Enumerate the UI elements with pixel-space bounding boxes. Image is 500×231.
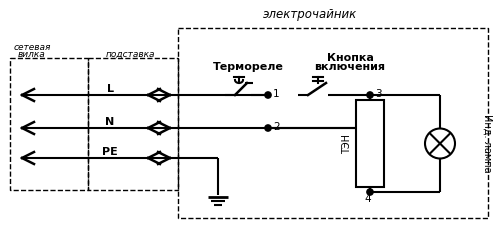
Text: L: L [106,84,114,94]
Text: 2: 2 [273,122,280,132]
Text: PE: PE [102,147,118,157]
Text: 3: 3 [375,89,382,99]
Bar [10,58,88,190]
Text: вилка: вилка [18,50,46,59]
Text: сетевая: сетевая [14,43,51,52]
Text: 1: 1 [273,89,280,99]
Bar [356,100,384,187]
Bar [178,28,488,218]
Circle shape [367,189,373,195]
Circle shape [367,92,373,98]
Text: 4: 4 [364,194,372,204]
Circle shape [265,92,271,98]
Text: N: N [106,117,114,127]
Text: Инд. лампа: Инд. лампа [482,114,492,173]
Text: ТЭН: ТЭН [342,134,352,154]
Bar [88,58,178,190]
Circle shape [425,128,455,158]
Text: подставка: подставка [105,50,155,59]
Text: Кнопка: Кнопка [326,53,374,63]
Text: Термореле: Термореле [212,62,284,72]
Text: электрочайник: электрочайник [263,8,357,21]
Circle shape [265,125,271,131]
Text: включения: включения [314,62,386,72]
